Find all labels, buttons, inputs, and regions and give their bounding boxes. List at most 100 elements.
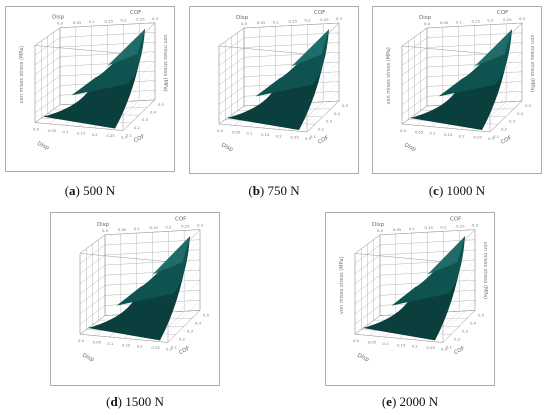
box-edge: [79, 315, 106, 335]
y-axis-name-top: COF: [314, 10, 325, 16]
y-tick-bottom: 0.1: [171, 345, 178, 350]
box-edge: [426, 22, 523, 29]
y-tick-bottom: 0.5: [342, 103, 349, 108]
x-tick-bottom: 0.3: [441, 347, 448, 352]
x-tick-bottom: 0.05: [415, 129, 424, 134]
box-edge: [122, 99, 156, 131]
caption-text-a: 500 N: [79, 183, 116, 198]
y-tick-bottom: 0.3: [187, 328, 194, 333]
x-tick-bottom: 0.2: [412, 344, 419, 349]
y-axis-name-top: COF: [130, 10, 141, 16]
z-axis-name-right: von mises stress (MPa): [482, 242, 488, 299]
surface-lower: [410, 29, 512, 131]
y-tick-bottom: 0.4: [195, 320, 202, 325]
box-edge: [218, 27, 245, 47]
x-tick-bottom: 0.3: [121, 135, 128, 140]
x-tick-bottom: 0.2: [276, 133, 283, 138]
x-tick-bottom: 0.1: [429, 131, 436, 136]
box-edge: [401, 123, 491, 133]
x-tick-bottom: 0.2: [92, 132, 99, 137]
y-tick-bottom: 0.2: [318, 126, 325, 131]
x-tick-bottom: 0.25: [290, 135, 299, 140]
y-axis-name-bottom: COF: [453, 346, 466, 357]
z-axis-name-right: von mises stress (MPa): [162, 34, 168, 91]
x-tick-bottom: 0.15: [77, 131, 86, 136]
y-tick-bottom: 0.1: [446, 345, 453, 350]
x-tick-bottom: 0.3: [166, 347, 173, 352]
caption-letter-b: b: [252, 183, 260, 198]
x-tick-top: 0.1: [409, 226, 416, 231]
x-tick-top: 0.05: [393, 227, 402, 232]
caption-a: (a) 500 N: [64, 183, 116, 198]
z-axis-name-left: von mises stress (MPa): [19, 46, 25, 103]
box-edge: [218, 45, 308, 55]
top-ticks: 0.0 0.05 0.1 0.15 0.2 0.25 0.3 0.0 0.05 0.1 0.15 0.…: [400, 16, 532, 141]
y-tick-bottom: 0.3: [509, 119, 516, 124]
x-tick-bottom: 0.1: [107, 341, 114, 346]
surface-lower: [43, 28, 145, 129]
box-edge: [218, 105, 245, 125]
surface-upper: [107, 28, 145, 66]
surface-middle: [438, 29, 512, 97]
x-tick-bottom: 0.3: [305, 136, 312, 141]
box-edge: [79, 333, 169, 343]
x-tick-top: 0.2: [487, 18, 494, 23]
y-axis-name-top: COF: [497, 10, 508, 16]
x-tick-top: 0.15: [150, 225, 159, 230]
x-tick-top: 0.3: [472, 223, 479, 228]
top-ticks: 0.0 0.05 0.1 0.15 0.2 0.25 0.3 0.0 0.05 0.1 0.15 0.…: [78, 223, 210, 352]
x-tick-top: 0.15: [425, 225, 434, 230]
x-tick-top: 0.1: [456, 19, 463, 24]
panel-d: 0.0 0.05 0.1 0.15 0.2 0.25 0.3 0.0 0.05 0.1 0.15 0.…: [50, 212, 220, 386]
x-axis-name-bottom: Disp: [81, 353, 95, 364]
box-edge: [306, 100, 340, 133]
x-tick-top: 0.05: [73, 20, 82, 25]
x-tick-top: 0.2: [120, 17, 127, 22]
y-tick-bottom: 0.1: [126, 133, 133, 138]
x-tick-bottom: 0.25: [426, 345, 435, 350]
box-edge: [79, 234, 106, 254]
y-tick-bottom: 0.1: [493, 134, 500, 139]
x-axis-name-bottom: Disp: [403, 142, 417, 153]
panel-e: 0.0 0.05 0.1 0.15 0.2 0.25 0.3 0.0 0.05 0.1 0.15 0.…: [325, 212, 495, 386]
z-axis-name-left: von mises stress (MPa): [339, 257, 345, 314]
x-tick-bottom: 0.05: [93, 340, 102, 345]
x-tick-top: 0.3: [336, 16, 343, 21]
surface-lower: [88, 236, 190, 341]
grid-line: [167, 300, 201, 333]
y-tick-bottom: 0.4: [150, 110, 157, 115]
caption-letter-e: e: [386, 394, 392, 409]
surface-middle: [116, 236, 190, 306]
box-edge: [34, 27, 61, 46]
y-axis-name-bottom: COF: [178, 346, 191, 357]
z-axis-name-left: von mises stress (MPa): [386, 47, 392, 104]
y-tick-bottom: 0.2: [134, 125, 141, 130]
caption-letter-a: a: [69, 183, 76, 198]
x-tick-top: 0.1: [89, 19, 96, 24]
grid-line: [489, 91, 523, 123]
x-tick-bottom: 0.15: [444, 132, 453, 137]
x-axis-name-top: Disp: [372, 222, 385, 228]
x-tick-top: 0.25: [320, 17, 329, 22]
x-tick-top: 0.05: [118, 227, 127, 232]
caption-text-b: 750 N: [264, 183, 300, 198]
stress-surface: [88, 236, 190, 341]
box-edge: [34, 104, 61, 123]
x-tick-bottom: 0.0: [78, 338, 85, 343]
grid-line: [442, 300, 476, 333]
box-edge: [167, 310, 201, 343]
box-edge: [354, 234, 381, 254]
box-edge: [34, 45, 124, 54]
x-tick-bottom: 0.25: [473, 135, 482, 140]
x-tick-top: 0.05: [440, 20, 449, 25]
x-tick-bottom: 0.15: [261, 132, 270, 137]
y-axis-name-bottom: COF: [500, 135, 513, 146]
x-tick-bottom: 0.1: [246, 131, 253, 136]
y-tick-bottom: 0.4: [517, 111, 524, 116]
x-tick-top: 0.2: [440, 224, 447, 229]
stress-surface: [410, 29, 512, 131]
y-tick-bottom: 0.1: [310, 134, 317, 139]
box-edge: [354, 333, 444, 343]
y-axis-name-top: COF: [450, 217, 461, 223]
x-tick-top: 0.25: [136, 17, 145, 22]
